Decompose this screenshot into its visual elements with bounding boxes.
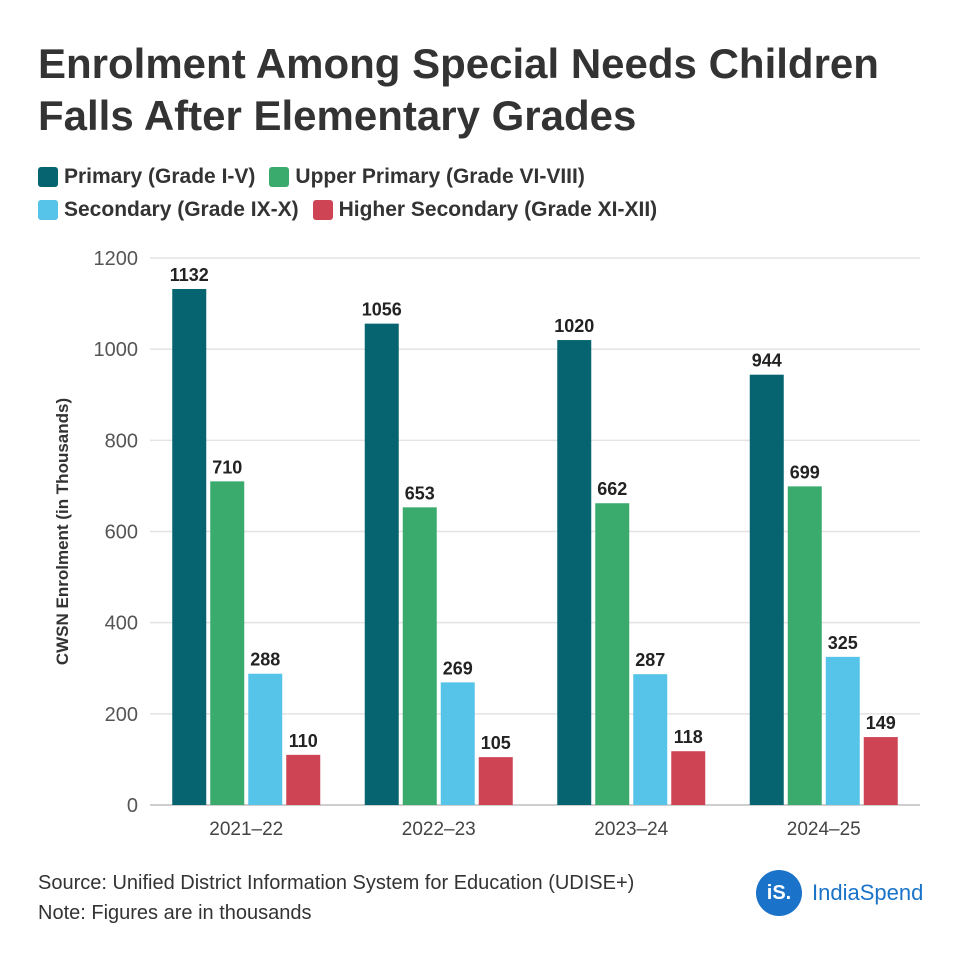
legend-label-secondary: Secondary (Grade IX-X) [64, 197, 299, 221]
bar [557, 340, 592, 805]
x-tick-label: 2024–25 [787, 819, 861, 840]
bar [595, 503, 630, 805]
bar-chart: 0 200 400 600 800 1000 1200 CWSN Enrolment (in … [53, 248, 920, 840]
bar [749, 374, 784, 805]
y-tick-label: 400 [105, 613, 138, 635]
chart-title: Enrolment Among Special Needs Children F… [38, 40, 879, 139]
bar [210, 481, 245, 805]
bar [248, 673, 283, 805]
x-tick-label: 2021–22 [209, 819, 283, 840]
data-label: 1020 [554, 316, 594, 336]
bar [440, 682, 475, 805]
bar [863, 737, 898, 805]
brand-mark-icon: iS. [756, 870, 802, 916]
data-label: 1056 [362, 300, 402, 320]
y-tick-label: 600 [105, 522, 138, 544]
legend-item-secondary: Secondary (Grade IX-X) [38, 198, 299, 222]
legend-label-higher-secondary: Higher Secondary (Grade XI-XII) [338, 197, 658, 221]
bar [787, 486, 822, 805]
bar [633, 674, 668, 805]
data-label: 944 [752, 351, 782, 371]
data-label: 288 [250, 650, 280, 670]
data-label: 710 [212, 457, 242, 477]
data-label: 699 [790, 462, 820, 482]
brand-logo: iS. IndiaSpend [756, 870, 923, 916]
y-axis-label: CWSN Enrolment (in Thousands) [53, 398, 72, 665]
legend-label-upper-primary: Upper Primary (Grade VI-VIII) [295, 164, 585, 188]
x-tick-label: 2022–23 [402, 819, 476, 840]
legend-swatch-primary [38, 166, 58, 187]
legend-swatch-higher-secondary [312, 199, 333, 220]
legend-swatch-secondary [38, 199, 58, 220]
legend-label-primary: Primary (Grade I-V) [64, 164, 256, 188]
y-tick-label: 800 [105, 430, 138, 452]
bar [172, 288, 207, 805]
y-tick-label: 1200 [94, 248, 139, 270]
bar [478, 757, 513, 805]
data-label: 662 [597, 479, 627, 499]
brand-name: IndiaSpend [812, 880, 924, 905]
legend: Primary (Grade I-V) Upper Primary (Grade… [38, 160, 938, 226]
y-tick-label: 200 [105, 704, 138, 726]
legend-item-primary: Primary (Grade I-V) [38, 165, 255, 189]
bar [671, 751, 706, 805]
data-label: 110 [289, 731, 318, 751]
data-label: 118 [674, 727, 703, 747]
bar [286, 754, 321, 805]
data-label: 325 [828, 633, 858, 653]
x-tick-label: 2023–24 [594, 819, 668, 840]
data-label: 653 [405, 483, 435, 503]
footer: Source: Unified District Information Sys… [38, 868, 634, 928]
bar [825, 656, 860, 805]
bar [402, 507, 437, 805]
y-tick-label: 0 [127, 795, 138, 817]
source-note: Source: Unified District Information Sys… [38, 872, 635, 894]
legend-swatch-upper-primary [269, 166, 290, 187]
data-label: 105 [481, 733, 511, 753]
legend-item-higher-secondary: Higher Secondary (Grade XI-XII) [312, 197, 658, 222]
legend-item-upper-primary: Upper Primary (Grade VI-VIII) [269, 164, 585, 189]
data-label: 1132 [170, 265, 209, 285]
data-label: 149 [866, 713, 896, 733]
data-label: 269 [443, 658, 473, 678]
data-label: 287 [635, 650, 665, 670]
figures-note: Note: Figures are in thousands [38, 902, 312, 924]
y-tick-label: 1000 [94, 339, 139, 361]
bar [364, 323, 399, 805]
